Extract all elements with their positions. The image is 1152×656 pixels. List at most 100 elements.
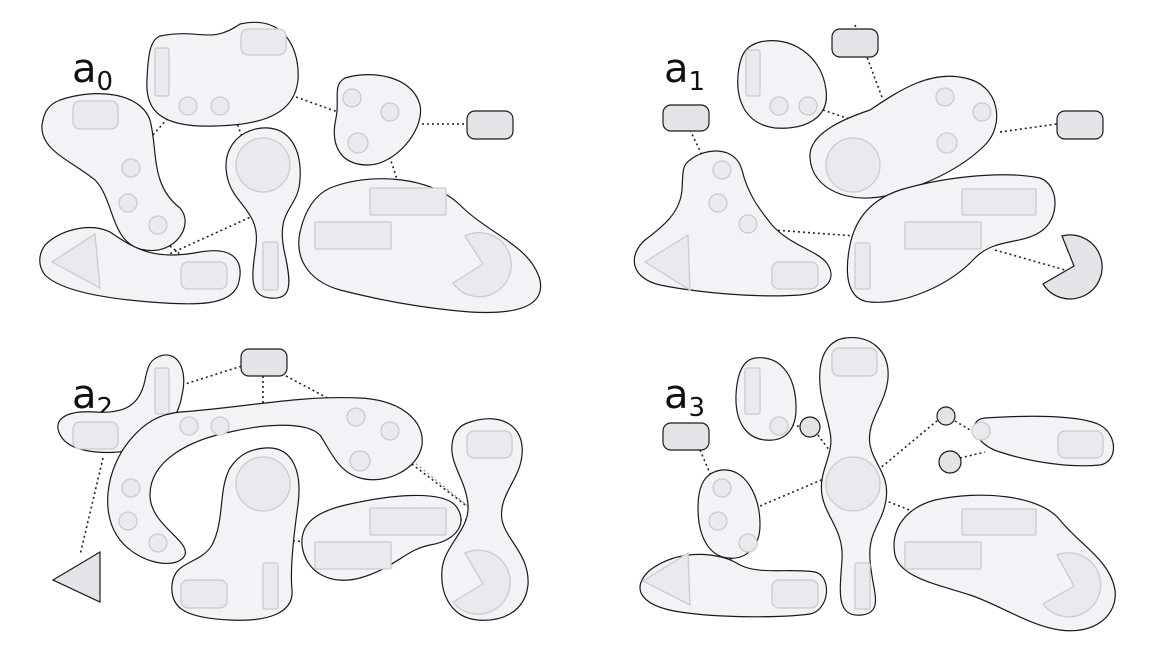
bar-shape (744, 367, 761, 415)
panel-a3: a3 (639, 337, 1116, 632)
circle-shape (178, 96, 198, 116)
panel-a0: a0 (39, 21, 542, 314)
panel-a2: a2 (51, 348, 529, 621)
rounded-rect-shape (72, 421, 119, 450)
wide-rect-shape (314, 221, 392, 250)
circle-shape (347, 132, 369, 154)
circle-shape (798, 96, 818, 116)
circle-shape (210, 96, 230, 116)
circle-shape (935, 87, 955, 107)
triangle-shape (641, 551, 691, 607)
circle-shape (210, 416, 230, 436)
rounded-rect-shape (771, 579, 819, 609)
circle-shape (235, 137, 291, 193)
edge (689, 129, 703, 156)
triangle-shape (50, 232, 101, 290)
node-rounded-rect (662, 422, 710, 451)
circle-shape (179, 416, 199, 436)
edge (994, 249, 1066, 271)
bar-shape (154, 47, 170, 97)
panel-label-a3: a3 (664, 372, 705, 423)
node-rounded-rect (240, 348, 288, 377)
circle-shape (936, 132, 958, 154)
edge (349, 409, 486, 521)
node-circle (936, 406, 956, 426)
wide-rect-shape (961, 188, 1037, 216)
bar-shape (262, 241, 279, 291)
edge (854, 24, 884, 101)
circle-shape (769, 416, 789, 436)
circle-shape (825, 137, 881, 193)
circle-shape (148, 215, 168, 235)
edge (759, 477, 827, 507)
circle-shape (708, 511, 728, 531)
node-rounded-rect (662, 104, 710, 132)
node-rounded-rect (1056, 110, 1104, 140)
edge (235, 119, 244, 141)
wide-rect-shape (904, 541, 982, 570)
edge (79, 457, 104, 556)
rounded-rect-shape (180, 579, 228, 609)
node-rounded-rect (831, 28, 879, 58)
pacman-shape (452, 549, 511, 615)
circle-shape (738, 214, 758, 234)
edge (772, 229, 856, 237)
circle-shape (380, 102, 400, 122)
circle-shape (380, 421, 400, 441)
circle-shape (708, 193, 728, 213)
pacman-shape (452, 232, 512, 298)
circle-shape (235, 456, 291, 512)
wide-rect-shape (369, 187, 447, 216)
circle-shape (121, 478, 141, 498)
panel-label-a0: a0 (72, 46, 113, 97)
panel-a1: a1 (633, 24, 1104, 303)
rounded-rect-shape (180, 261, 228, 290)
node-triangle (51, 550, 101, 603)
bar-shape (154, 367, 170, 415)
edge (791, 424, 803, 428)
circle-shape (121, 158, 141, 178)
panel-label-a1: a1 (664, 46, 705, 97)
circle-shape (342, 88, 362, 108)
triangle-shape (643, 233, 691, 292)
edge (877, 419, 939, 471)
node-rounded-rect (466, 110, 514, 140)
blob-arch (107, 396, 423, 564)
rounded-rect-shape (1057, 430, 1104, 459)
edge (954, 420, 971, 431)
circle-shape (118, 511, 138, 531)
bar-shape (262, 562, 279, 610)
circle-shape (972, 102, 992, 122)
circle-shape (349, 450, 371, 472)
node-circle (938, 450, 962, 474)
rounded-rect-shape (466, 430, 513, 459)
circle-shape (738, 533, 758, 553)
circle-shape (712, 478, 732, 498)
blob-triad (333, 74, 422, 166)
group-edges (689, 24, 1066, 271)
node-circle (799, 416, 821, 438)
rounded-rect-shape (771, 261, 819, 290)
circle-shape (712, 160, 732, 180)
bar-shape (854, 242, 871, 290)
edge (999, 123, 1058, 133)
blob-left (41, 93, 186, 252)
edge (152, 117, 169, 136)
circle-shape (971, 421, 991, 441)
node-pacman (1042, 234, 1103, 300)
bar-shape (854, 562, 871, 610)
pacman-shape (1042, 552, 1102, 618)
circle-shape (346, 407, 366, 427)
edge (181, 365, 243, 386)
wide-rect-shape (369, 507, 447, 536)
wide-rect-shape (961, 508, 1037, 536)
circle-shape (769, 96, 789, 116)
wide-rect-shape (904, 221, 982, 250)
rounded-rect-shape (240, 28, 287, 56)
edge (699, 449, 713, 479)
rounded-rect-shape (72, 100, 119, 130)
circle-shape (148, 533, 168, 553)
circle-shape (118, 193, 138, 213)
bar-shape (745, 49, 761, 97)
rounded-rect-shape (831, 347, 878, 377)
